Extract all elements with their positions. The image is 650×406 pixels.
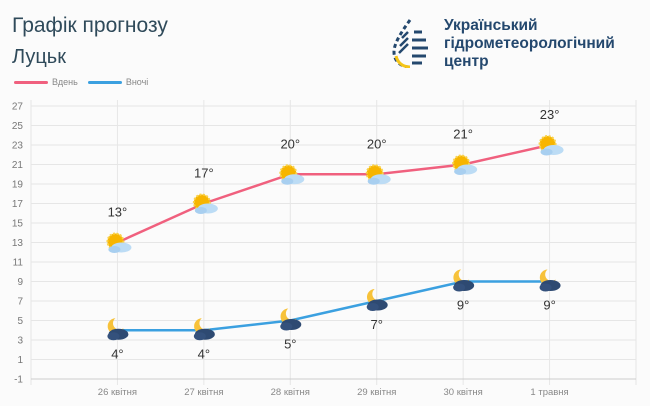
- x-tick-label: 1 травня: [530, 387, 568, 398]
- night-temp-label: 4°: [198, 346, 210, 361]
- y-tick-label: 25: [12, 121, 24, 132]
- night-temp-label: 4°: [111, 346, 123, 361]
- day-temp-label: 17°: [194, 166, 214, 181]
- y-tick-label: 5: [17, 316, 23, 327]
- legend-night-swatch: [87, 80, 122, 84]
- y-tick-label: 7: [17, 297, 23, 308]
- ugmc-logo-icon: [392, 19, 428, 68]
- night-temp-label: 9°: [457, 298, 469, 313]
- y-tick-label: 11: [13, 258, 24, 269]
- y-tick-label: 27: [12, 102, 24, 113]
- city-name: Луцьк: [12, 46, 66, 68]
- legend: Вдень Вночі: [14, 77, 148, 87]
- moon-cloud-icon: [193, 318, 215, 341]
- legend-day-label: Вдень: [52, 77, 78, 87]
- day-temp-label: 20°: [280, 136, 300, 151]
- legend-night-label: Вночі: [125, 77, 149, 87]
- y-tick-label: 9: [17, 277, 23, 288]
- x-tick-label: 27 квітня: [184, 387, 223, 398]
- night-temp-label: 7°: [370, 317, 382, 332]
- sun-cloud-icon: [192, 193, 218, 214]
- org-line-1: Український: [444, 17, 538, 34]
- x-tick-label: 26 квітня: [98, 387, 137, 398]
- y-tick-label: 1: [17, 355, 23, 366]
- y-tick-label: 15: [12, 219, 24, 230]
- sun-cloud-icon: [538, 135, 564, 156]
- day-temp-label: 23°: [540, 107, 560, 122]
- night-series-line: [117, 280, 550, 332]
- legend-day-swatch: [14, 80, 48, 84]
- organization-name: Український гідрометеорологічний центр: [444, 17, 615, 71]
- sun-cloud-icon: [452, 154, 478, 175]
- day-temp-label: 20°: [367, 136, 387, 151]
- y-tick-label: 13: [12, 238, 24, 249]
- y-tick-label: -1: [14, 375, 23, 386]
- day-temp-label: 21°: [453, 127, 473, 142]
- x-tick-label: 30 квітня: [444, 387, 483, 398]
- y-tick-label: 21: [12, 160, 24, 171]
- y-tick-label: 23: [12, 141, 24, 152]
- sun-cloud-icon: [365, 164, 391, 185]
- org-line-2: гідрометеорологічний: [444, 35, 615, 52]
- y-tick-label: 19: [12, 180, 24, 191]
- moon-cloud-icon: [539, 269, 561, 292]
- moon-cloud-icon: [280, 308, 302, 331]
- day-series-line: [116, 143, 550, 244]
- page-title: Графік прогнозу: [12, 14, 168, 37]
- moon-cloud-icon: [453, 269, 475, 292]
- sun-cloud-icon: [106, 232, 132, 253]
- y-tick-label: 3: [17, 336, 23, 347]
- day-temp-label: 13°: [108, 205, 128, 220]
- moon-cloud-icon: [366, 289, 388, 311]
- moon-cloud-icon: [107, 318, 129, 341]
- x-tick-label: 29 квітня: [357, 387, 396, 398]
- y-tick-label: 17: [12, 199, 24, 210]
- night-temp-label: 9°: [543, 298, 555, 313]
- sun-cloud-icon: [279, 164, 305, 185]
- org-line-3: центр: [444, 53, 489, 70]
- x-tick-label: 28 квітня: [271, 387, 310, 398]
- night-temp-label: 5°: [284, 337, 296, 352]
